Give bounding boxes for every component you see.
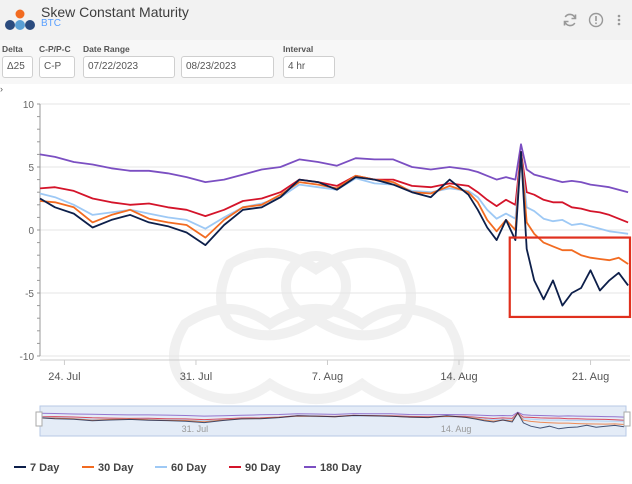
legend-swatch-90-day bbox=[229, 466, 241, 469]
y-tick-label: -5 bbox=[25, 289, 34, 300]
navigator-window[interactable] bbox=[39, 405, 627, 437]
interval-label: Interval bbox=[283, 44, 314, 54]
widget-subtitle: BTC bbox=[41, 18, 61, 29]
navigator-left-handle[interactable] bbox=[35, 411, 43, 427]
legend-item-30-day[interactable]: 30 Day bbox=[82, 462, 133, 474]
x-tick-label: 31. Jul bbox=[180, 371, 212, 383]
delta-label: Delta bbox=[2, 44, 23, 54]
legend-label-90-day: 90 Day bbox=[245, 462, 281, 474]
highlight-annotation-box bbox=[508, 236, 632, 319]
x-tick-label: 14. Aug bbox=[440, 371, 477, 383]
legend-label-7-day: 7 Day bbox=[30, 462, 60, 474]
date-range-label: Date Range bbox=[83, 44, 130, 54]
y-tick-label: 5 bbox=[28, 163, 34, 174]
info-icon[interactable] bbox=[588, 12, 604, 28]
interval-select[interactable]: 4 hr bbox=[283, 56, 335, 78]
legend-swatch-7-day bbox=[14, 466, 26, 469]
navigator-tick-label: 14. Aug bbox=[441, 424, 472, 434]
x-tick-label: 21. Aug bbox=[572, 371, 609, 383]
legend-label-30-day: 30 Day bbox=[98, 462, 134, 474]
navigator-series-180-day bbox=[39, 411, 625, 418]
series-line-90-day[interactable] bbox=[39, 151, 629, 224]
widget-title: Skew Constant Maturity bbox=[41, 4, 189, 20]
navigator-tick-label: 31. Jul bbox=[182, 424, 209, 434]
amberdata-logo-icon bbox=[5, 9, 35, 30]
navigator-series-90-day bbox=[39, 412, 625, 421]
controls-bar: Delta Δ25 C-P/P-C C-P Date Range 07/22/2… bbox=[0, 40, 632, 84]
end-date-input[interactable]: 08/23/2023 bbox=[181, 56, 274, 78]
x-tick-label: 24. Jul bbox=[48, 371, 80, 383]
y-tick-label: 0 bbox=[28, 226, 34, 237]
legend-swatch-60-day bbox=[155, 466, 167, 469]
legend-label-60-day: 60 Day bbox=[171, 462, 207, 474]
x-tick-label: 7. Aug bbox=[312, 371, 343, 383]
navigator-series-7-day bbox=[39, 411, 625, 430]
legend-label-180-day: 180 Day bbox=[320, 462, 362, 474]
y-tick-label: 10 bbox=[23, 100, 35, 111]
navigator-right-handle[interactable] bbox=[623, 411, 631, 427]
app-header: Skew Constant Maturity BTC bbox=[0, 0, 632, 41]
legend-item-180-day[interactable]: 180 Day bbox=[304, 462, 362, 474]
legend-swatch-180-day bbox=[304, 466, 316, 469]
expand-chevron-icon[interactable]: › bbox=[0, 84, 3, 94]
legend-item-60-day[interactable]: 60 Day bbox=[155, 462, 206, 474]
legend-item-90-day[interactable]: 90 Day bbox=[229, 462, 280, 474]
skew-chart: 10 5 0 -5 -10 24. Jul 31. Jul 7. Aug 14. Aug 21.… bbox=[20, 100, 632, 437]
series-line-30-day[interactable] bbox=[39, 153, 629, 265]
legend-item-7-day[interactable]: 7 Day bbox=[14, 462, 59, 474]
refresh-icon[interactable] bbox=[562, 12, 578, 28]
series-line-60-day[interactable] bbox=[39, 153, 629, 235]
legend-swatch-30-day bbox=[82, 466, 94, 469]
start-date-input[interactable]: 07/22/2023 bbox=[83, 56, 175, 78]
y-tick-label: -10 bbox=[20, 352, 35, 363]
cp-select[interactable]: C-P bbox=[39, 56, 75, 78]
cp-label: C-P/P-C bbox=[39, 44, 71, 54]
series-line-180-day[interactable] bbox=[39, 143, 629, 194]
delta-select[interactable]: Δ25 bbox=[2, 56, 33, 78]
chart-legend: 7 Day 30 Day 60 Day 90 Day 180 Day bbox=[0, 458, 632, 480]
series-line-7-day[interactable] bbox=[39, 151, 629, 307]
watermark-logo bbox=[169, 247, 464, 404]
more-options-icon[interactable] bbox=[614, 12, 624, 28]
